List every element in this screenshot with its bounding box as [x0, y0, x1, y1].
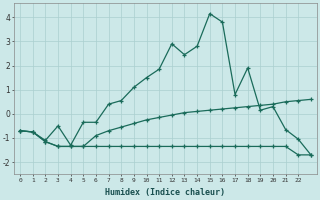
X-axis label: Humidex (Indice chaleur): Humidex (Indice chaleur)	[106, 188, 226, 197]
